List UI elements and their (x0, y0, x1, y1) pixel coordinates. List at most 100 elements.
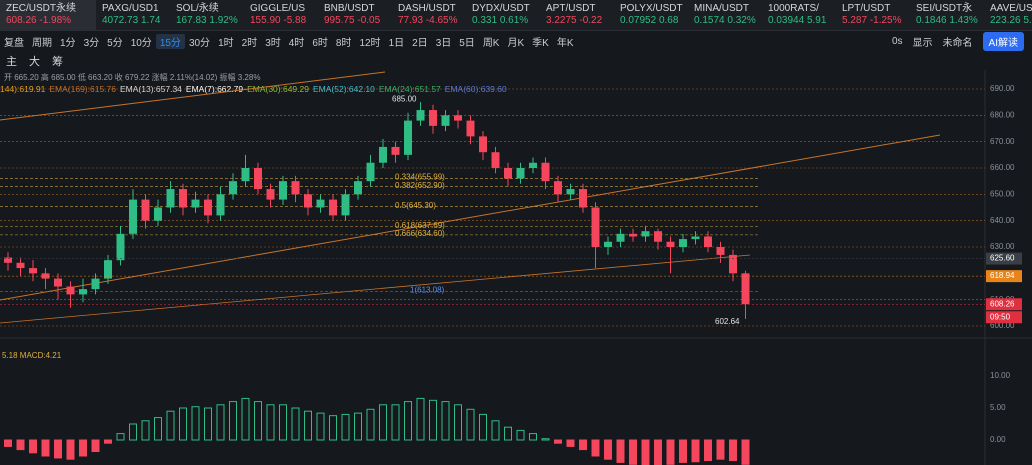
ticker[interactable]: AAVE/USDT223.26 5.23% (984, 0, 1032, 30)
period-button[interactable]: 周期 (32, 37, 52, 49)
interval-button[interactable]: 年K (556, 37, 574, 49)
fib-label: 0.5(645.30) (395, 201, 436, 210)
interval-button[interactable]: 1日 (388, 37, 405, 49)
interval-button[interactable]: 周K (482, 37, 500, 49)
ticker[interactable]: LPT/USDT 5.287 -1.25% (836, 0, 910, 30)
interval-button[interactable]: 月K (507, 37, 525, 49)
interval-button[interactable]: 2时 (241, 37, 258, 49)
macd-bar (404, 401, 412, 441)
replay-button[interactable]: 复盘 (4, 37, 24, 49)
ticker-price: 0.07952 (620, 15, 657, 26)
tool-button[interactable]: 筹 (52, 56, 63, 68)
macd-bar (241, 397, 250, 441)
macd-bar (366, 408, 375, 441)
ticker[interactable]: GIGGLE/US 155.90 -5.88 (244, 0, 318, 30)
candle-body (454, 115, 462, 121)
interval-button[interactable]: 季K (532, 37, 549, 49)
macd-bar (91, 439, 100, 453)
candle-body (229, 181, 237, 195)
ticker[interactable]: POLYX/USDT 0.07952 0.68 (614, 0, 688, 30)
macd-bar (604, 439, 612, 460)
macd-bar (4, 439, 12, 447)
ticker[interactable]: SEI/USDT永 0.1846 1.43% (910, 0, 984, 30)
interval-button[interactable]: 10分 (130, 37, 152, 49)
candle-body (279, 181, 287, 200)
ticker-change: -0.22 (579, 15, 603, 26)
candle-body (429, 110, 437, 126)
macd-bar (729, 439, 737, 461)
ticker-quote: 3.2275 -0.22 (546, 15, 614, 27)
layout-button[interactable]: 未命名 (942, 37, 973, 49)
show-button[interactable]: 显示 (912, 37, 933, 49)
macd-bar (254, 401, 262, 441)
candle-body (304, 194, 312, 208)
ticker[interactable]: DYDX/USDT 0.331 0.61% (466, 0, 540, 30)
ticker-quote: 0.1846 1.43% (916, 15, 984, 27)
interval-button[interactable]: 5日 (459, 37, 475, 49)
interval-button[interactable]: 1时 (218, 37, 234, 49)
macd-bar (504, 426, 512, 441)
candle-body (366, 162, 375, 182)
ticker-name: POLYX/USDT (620, 3, 683, 14)
interval-button[interactable]: 30分 (188, 37, 211, 49)
interval-button[interactable]: 6时 (312, 37, 328, 49)
macd-bar (529, 433, 537, 441)
candle-body (266, 189, 275, 200)
ticker[interactable]: DASH/USDT 77.93 -4.65% (392, 0, 466, 30)
ticker[interactable]: APT/USDT 3.2275 -0.22 (540, 0, 614, 30)
ticker[interactable]: 1000RATS/0.03944 5.91 (762, 0, 836, 30)
ticker-change: 0.68 (658, 15, 679, 26)
interval-button[interactable]: 3分 (83, 37, 100, 49)
interval-button[interactable]: 4时 (288, 37, 305, 49)
ticker-price: 3.2275 (546, 15, 577, 26)
ticker[interactable]: PAXG/USD1 4072.73 1.74 (96, 0, 170, 30)
ticker-price: 608.26 (6, 15, 37, 26)
tool-button[interactable]: 主 (6, 56, 17, 68)
candle-body (616, 233, 625, 242)
ticker[interactable]: MINA/USDT 0.1574 0.32% (688, 0, 762, 30)
ticker-price: 167.83 (176, 15, 207, 26)
candle-body (241, 168, 250, 182)
ticker-quote: 0.07952 0.68 (620, 15, 688, 27)
interval-button[interactable]: 3日 (435, 37, 452, 49)
tool-button[interactable]: 大 (29, 56, 40, 68)
toolbar: 复盘 周期 1分 3分 5分 10分 15分 30分 1时 2时 3时 4时 6时 8时 12时 1日 2日… (0, 31, 1032, 51)
ticker-price: 0.1846 (916, 15, 947, 26)
ticker-name: GIGGLE/US (250, 3, 306, 14)
ticker[interactable]: ZEC/USDT永续 608.26 -1.98% (0, 0, 96, 30)
ticker-price: 77.93 (398, 15, 424, 26)
macd-bar (454, 404, 462, 441)
macd-bar (54, 439, 62, 459)
interval-button[interactable]: 1分 (60, 37, 76, 49)
interval-button[interactable]: 12时 (359, 37, 381, 49)
candle-body (166, 189, 175, 208)
ticker[interactable]: BNB/USDT 995.75 -0.05 (318, 0, 392, 30)
interval-button[interactable]: 5分 (107, 37, 123, 49)
candle-body (54, 278, 62, 287)
interval-button[interactable]: 3时 (265, 37, 281, 49)
fib-label: 0.666(634.60) (395, 229, 445, 238)
macd-bar (429, 399, 437, 441)
interval-button[interactable]: 2日 (412, 37, 428, 49)
y-tick-label: 670.00 (990, 137, 1015, 146)
candle-body (291, 181, 300, 195)
fib-label: 0.334(655.99) (395, 173, 445, 182)
macd-bar (29, 439, 37, 454)
macd-bar (666, 439, 675, 465)
ticker-name: 1000RATS/ (768, 3, 819, 14)
interval-button[interactable]: 15分 (155, 33, 185, 49)
ticker-name: SEI/USDT永 (916, 3, 973, 14)
ticker[interactable]: SOL/永续 167.83 1.92% (170, 0, 244, 30)
macd-bar (741, 439, 750, 465)
ema-value: 144):619.91 (0, 84, 46, 94)
candle-body (216, 194, 225, 216)
ai-button[interactable]: AI解读 (982, 31, 1024, 51)
candle-body (704, 236, 712, 247)
interval-button[interactable]: 8时 (335, 37, 352, 49)
y-tick-label: 690.00 (990, 84, 1015, 93)
macd-bar (516, 429, 525, 441)
ema-value: EMA(60):639.60 (444, 84, 507, 94)
macd-bar (629, 439, 637, 465)
y-tick-label: 660.00 (990, 163, 1015, 172)
